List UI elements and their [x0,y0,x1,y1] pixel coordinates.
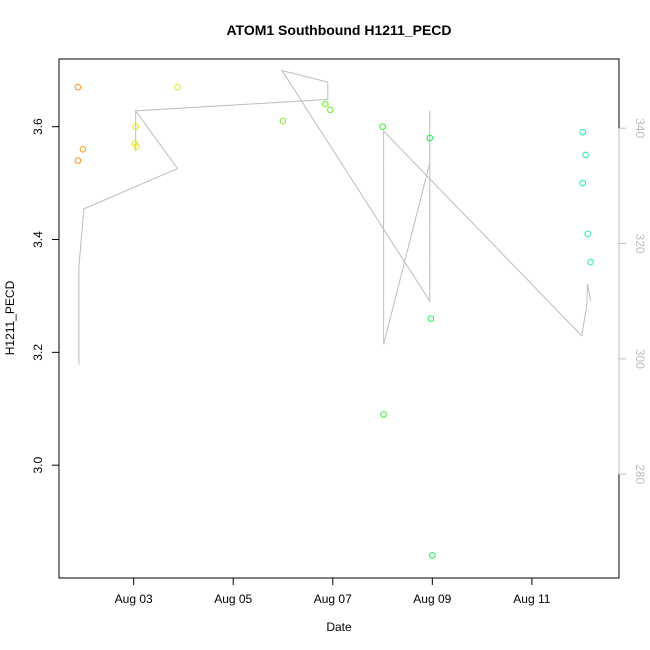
x-tick-label: Aug 11 [513,592,550,606]
x-axis-label: Date [326,620,352,634]
data-point [587,258,594,266]
data-point [582,151,589,159]
y-tick-label: 3.2 [31,344,45,361]
secondary-series [78,69,592,365]
x-tick-label: Aug 07 [314,592,352,606]
y2-tick-label: 320 [633,234,647,254]
data-point [579,129,587,136]
secondary-series-line [78,69,592,365]
y2-axis: 280 300 320 340 [618,118,647,485]
y-tick-label: 3.4 [31,231,45,248]
data-point [426,134,434,142]
data-point [79,146,87,153]
y-tick-label: 3.6 [31,118,45,135]
data-point [174,83,181,91]
data-point [584,230,591,238]
data-point [133,143,140,150]
y-axis: 3.0 3.2 3.4 3.6 [31,118,60,474]
y-axis-label: H1211_PECD [3,280,17,355]
y2-tick-label: 300 [633,349,647,369]
data-point [279,117,287,125]
data-point [579,179,587,187]
data-point [322,100,329,108]
x-tick-label: Aug 03 [115,592,153,606]
data-point [427,315,435,322]
chart-title: ATOM1 Southbound H1211_PECD [226,22,451,38]
x-tick-label: Aug 05 [214,592,252,606]
x-axis: Aug 03 Aug 05 Aug 07 Aug 09 Aug 11 [115,577,551,606]
y2-tick-label: 280 [633,464,647,484]
data-point [74,83,82,91]
plot-border [58,58,620,579]
data-point [429,552,436,559]
data-point [380,411,387,418]
data-point [74,157,82,164]
x-tick-label: Aug 09 [413,592,451,606]
data-point [132,123,139,130]
data-point [379,123,386,130]
data-point [327,106,334,114]
data-points [74,83,594,559]
y-tick-label: 3.0 [31,457,45,474]
y2-tick-label: 340 [633,118,647,138]
